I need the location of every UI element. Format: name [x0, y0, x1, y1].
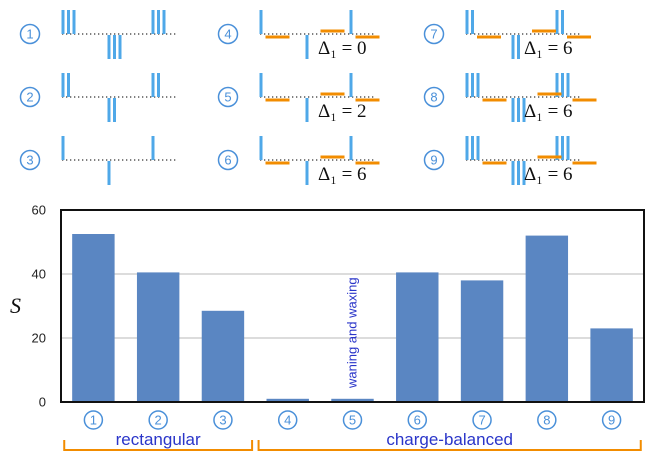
- waveform-number-circle: [217, 86, 239, 108]
- group-bracket: [63, 440, 254, 451]
- bar: [136, 272, 180, 402]
- waveform-6: 6 Δ₁ = 6: [217, 136, 380, 185]
- x-category-label: 7: [478, 413, 485, 428]
- x-category-labels: 1 2 3 4 5 6 7 8 9: [83, 410, 622, 430]
- x-category-circle: [148, 410, 168, 430]
- y-tick-label: 20: [32, 331, 46, 346]
- x-category-label: 8: [543, 413, 550, 428]
- waveform-number-circle: [217, 23, 239, 45]
- x-category-label: 9: [608, 413, 615, 428]
- waveform-number: 5: [224, 90, 231, 105]
- bar: [460, 280, 504, 402]
- waveform-number-circle: [19, 86, 41, 108]
- delta-label: Δ₁ = 2: [318, 101, 367, 122]
- waveform-3: 3: [19, 136, 177, 185]
- waveform-number: 9: [430, 153, 437, 168]
- waveform-number-circle: [423, 149, 445, 171]
- bar: [590, 328, 633, 402]
- group-bracket: [257, 440, 642, 451]
- x-category-circle: [537, 410, 557, 430]
- plot-frame: [60, 209, 645, 403]
- x-category-label: 1: [90, 413, 97, 428]
- group-label: charge-balanced: [386, 430, 513, 449]
- waveform-number: 2: [26, 90, 33, 105]
- bar: [266, 398, 309, 402]
- delta-label: Δ₁ = 6: [318, 164, 367, 185]
- y-axis-label: S: [10, 293, 21, 318]
- waveform-number: 8: [430, 90, 437, 105]
- waveform-number-circle: [423, 23, 445, 45]
- waveform-7: 7 Δ₁ = 6: [423, 10, 591, 59]
- x-category-label: 3: [219, 413, 226, 428]
- delta-label: Δ₁ = 6: [524, 38, 573, 59]
- x-category-label: 4: [284, 413, 291, 428]
- bar: [331, 398, 374, 402]
- x-category-circle: [472, 410, 492, 430]
- waveform-number-circle: [19, 23, 41, 45]
- x-category-label: 5: [349, 413, 356, 428]
- waveform-number-circle: [19, 149, 41, 171]
- delta-label: Δ₁ = 0: [318, 38, 367, 59]
- bar-chart: 0 20 40 60 S waning and waxing 1 2 3 4 5 6 7 8 9 re…: [10, 203, 645, 451]
- bar: [72, 234, 115, 402]
- waveform-number: 7: [430, 27, 437, 42]
- y-tick-label: 60: [32, 203, 46, 218]
- waveform-number: 1: [26, 27, 33, 42]
- group-label: rectangular: [116, 430, 201, 449]
- x-category-circle: [342, 410, 363, 430]
- waning-waxing-annotation: waning and waxing: [345, 277, 360, 389]
- group-brackets: rectangular charge-balanced: [63, 430, 642, 451]
- bar: [525, 235, 569, 402]
- delta-label: Δ₁ = 6: [524, 101, 573, 122]
- waveform-1: 1: [19, 10, 177, 59]
- x-category-circle: [83, 410, 104, 430]
- waveform-panel: 1 2 3 4 Δ₁ = 0 5 Δ₁ = 2 6 Δ₁ = 6 7 Δ₁ = 6 8 Δ₁ = 6 9 Δ…: [19, 10, 597, 185]
- y-ticks: 0 20 40 60: [32, 203, 46, 410]
- delta-label: Δ₁ = 6: [524, 164, 573, 185]
- y-tick-label: 40: [32, 267, 46, 282]
- x-category-circle: [277, 410, 298, 430]
- waveform-number: 3: [26, 153, 33, 168]
- y-tick-label: 0: [39, 395, 46, 410]
- bar: [201, 310, 245, 402]
- x-category-circle: [213, 410, 233, 430]
- bar: [396, 272, 439, 402]
- waveform-number-circle: [217, 149, 239, 171]
- waveform-5: 5 Δ₁ = 2: [217, 73, 380, 122]
- bars: [72, 234, 633, 402]
- x-category-label: 6: [414, 413, 421, 428]
- waveform-number: 4: [224, 27, 231, 42]
- waveform-9: 9 Δ₁ = 6: [423, 136, 597, 185]
- x-category-circle: [601, 410, 622, 430]
- waveform-4: 4 Δ₁ = 0: [217, 10, 380, 59]
- x-category-circle: [407, 410, 428, 430]
- waveform-number: 6: [224, 153, 231, 168]
- waveform-number-circle: [423, 86, 445, 108]
- waveform-2: 2: [19, 73, 177, 122]
- x-category-label: 2: [155, 413, 162, 428]
- waveform-8: 8 Δ₁ = 6: [423, 73, 597, 122]
